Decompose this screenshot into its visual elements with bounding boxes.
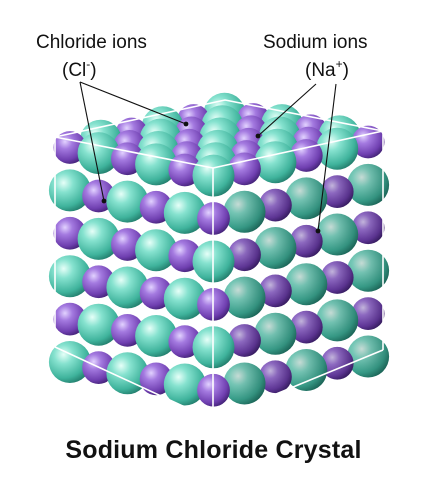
sodium-ion bbox=[289, 139, 323, 172]
chloride-ion bbox=[48, 341, 91, 383]
chloride-symbol: Cl bbox=[68, 60, 87, 81]
leader-endpoint-dot bbox=[101, 198, 107, 204]
face-shading bbox=[223, 190, 266, 233]
sodium-ion bbox=[351, 125, 385, 159]
face-shading bbox=[254, 227, 297, 269]
chloride-ion bbox=[254, 141, 297, 184]
sodium-ions-label: Sodium ions bbox=[263, 32, 368, 53]
leader-endpoint-dot bbox=[255, 133, 261, 139]
face-shading bbox=[320, 261, 354, 294]
unit-cube-outline bbox=[54, 99, 384, 421]
face-shading bbox=[254, 312, 297, 355]
sodium-symbol: Na bbox=[311, 60, 336, 81]
chloride-ion bbox=[106, 180, 149, 223]
diagram-title: Sodium Chloride Crystal bbox=[65, 436, 362, 464]
chloride-ion bbox=[77, 303, 120, 346]
face-shading bbox=[259, 188, 292, 222]
sodium-leader bbox=[257, 83, 317, 137]
chloride-ion bbox=[135, 315, 178, 357]
chloride-ion bbox=[106, 352, 149, 395]
face-shading bbox=[316, 213, 359, 256]
face-shading bbox=[351, 297, 385, 330]
face-shading bbox=[223, 362, 266, 405]
face-shading bbox=[285, 349, 328, 391]
face-shading bbox=[259, 360, 292, 394]
face-shading bbox=[351, 211, 385, 245]
chloride-ion bbox=[163, 277, 206, 320]
leader-endpoint-dot bbox=[183, 121, 189, 127]
chloride-ion bbox=[48, 255, 91, 298]
face-shading bbox=[320, 175, 354, 208]
face-shading bbox=[228, 324, 261, 357]
chloride-ion bbox=[163, 363, 206, 406]
chloride-formula: (Cl-) bbox=[62, 57, 97, 81]
chloride-ion bbox=[77, 217, 120, 260]
chloride-ion bbox=[316, 127, 359, 170]
sodium-leader bbox=[317, 83, 337, 232]
label-leaders bbox=[79, 81, 337, 232]
chloride-ions-label: Chloride ions bbox=[36, 32, 147, 53]
cube-outline-bottom bbox=[54, 346, 384, 421]
face-shading bbox=[347, 249, 390, 292]
face-shading bbox=[289, 224, 323, 258]
chloride-ion bbox=[77, 132, 120, 175]
face-shading bbox=[289, 310, 323, 344]
chloride-leader bbox=[79, 81, 187, 125]
sodium-charge: + bbox=[335, 57, 343, 71]
chloride-ion bbox=[106, 266, 149, 309]
chloride-ion bbox=[135, 143, 178, 186]
leader-endpoint-dot bbox=[315, 228, 321, 234]
chloride-charge: - bbox=[86, 57, 91, 71]
face-shading bbox=[285, 177, 328, 220]
ion-lattice bbox=[48, 92, 390, 407]
leader-dots bbox=[101, 121, 321, 234]
sodium-ion bbox=[228, 152, 261, 186]
face-shading bbox=[285, 263, 328, 306]
face-shading bbox=[316, 299, 359, 342]
face-shading bbox=[223, 276, 266, 319]
sodium-formula: (Na+) bbox=[305, 57, 349, 81]
face-shading bbox=[228, 238, 261, 272]
chloride-ion bbox=[48, 169, 91, 212]
chloride-leader bbox=[79, 81, 105, 202]
chloride-ion bbox=[135, 229, 178, 272]
chloride-ion bbox=[163, 191, 206, 234]
face-shading bbox=[259, 274, 292, 308]
face-shading bbox=[347, 163, 390, 206]
